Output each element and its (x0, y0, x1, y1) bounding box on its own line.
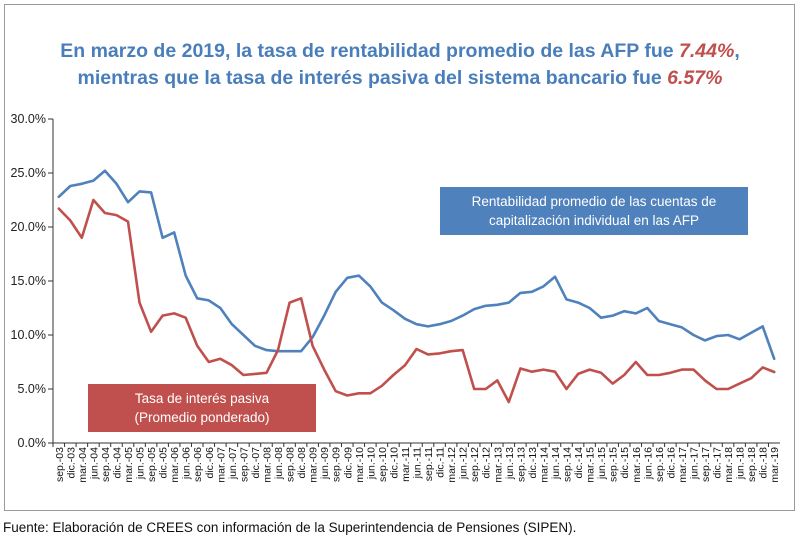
y-tick-label: 25.0% (11, 166, 46, 180)
x-tick-label: sep.-05 (146, 447, 158, 482)
x-tick-label: sep.-11 (423, 447, 435, 481)
x-tick-label: dic.-03 (65, 447, 77, 479)
x-tick-label: jun.-10 (365, 447, 377, 480)
x-tick-label: sep.-06 (192, 447, 204, 482)
x-tick-label: mar.-19 (769, 447, 781, 483)
x-tick-label: mar.-16 (631, 447, 643, 483)
x-tick-label: jun.-06 (181, 447, 193, 480)
x-tick-label: mar.-18 (723, 447, 735, 483)
x-tick-label: jun.-18 (735, 447, 747, 480)
x-tick-label: dic.-13 (527, 447, 539, 479)
title-line-1: En marzo de 2019, la tasa de rentabilida… (0, 38, 800, 65)
title-afp-value: 7.44% (679, 40, 735, 62)
x-tick-label: dic.-05 (158, 447, 170, 479)
title-tasa-value: 6.57% (667, 67, 723, 89)
y-tick-label: 20.0% (11, 220, 46, 234)
tasa-series-label: Tasa de interés pasiva (Promedio pondera… (88, 384, 316, 432)
x-tick-label: sep.-13 (515, 447, 527, 482)
x-tick-label: sep.-16 (654, 447, 666, 482)
tasa-label-line-1: Tasa de interés pasiva (134, 391, 270, 406)
x-tick-label: dic.-04 (111, 447, 123, 479)
x-tick-label: mar.-05 (123, 447, 135, 483)
afp-rentabilidad-line (57, 169, 776, 361)
x-tick-label: sep.-18 (746, 447, 758, 482)
x-tick-label: dic.-08 (296, 447, 308, 479)
x-tick-label: jun.-16 (642, 447, 654, 480)
x-tick-label: sep.-03 (54, 447, 66, 482)
x-tick-label: dic.-11 (435, 447, 447, 478)
x-tick-label: sep.-04 (100, 447, 112, 482)
title-line-2: mientras que la tasa de interés pasiva d… (0, 65, 800, 92)
x-tick-label: jun.-14 (550, 447, 562, 480)
x-tick-label: mar.-08 (261, 447, 273, 483)
x-tick-label: mar.-15 (585, 447, 597, 483)
x-tick-label: dic.-06 (204, 447, 216, 479)
x-tick-label: dic.-12 (481, 447, 493, 479)
x-tick-label: jun.-05 (135, 447, 147, 480)
title-line-1-text: En marzo de 2019, la tasa de rentabilida… (60, 40, 680, 62)
x-tick-label: mar.-07 (215, 447, 227, 483)
title-line-1-end: , (734, 40, 740, 62)
x-tick-label: dic.-16 (665, 447, 677, 479)
x-tick-label: sep.-17 (700, 447, 712, 482)
afp-label-line-1: Rentabilidad promedio de las cuentas de (471, 194, 717, 209)
tasa-label-line-2: (Promedio ponderado) (134, 410, 270, 425)
x-tick-label: jun.-15 (596, 447, 608, 480)
x-tick-label: dic.-18 (758, 447, 770, 479)
y-tick-label: 30.0% (11, 112, 46, 126)
x-tick-label: mar.-17 (677, 447, 689, 483)
x-tick-label: jun.-07 (227, 447, 239, 480)
x-tick-label: jun.-08 (273, 447, 285, 480)
x-tick-label: dic.-10 (388, 447, 400, 479)
x-tick-label: mar.-11 (400, 447, 412, 482)
x-tick-label: mar.-12 (446, 447, 458, 483)
y-tick-label: 10.0% (11, 328, 46, 342)
y-tick-label: 15.0% (11, 274, 46, 288)
source-note: Fuente: Elaboración de CREES con informa… (3, 520, 577, 535)
x-tick-label: mar.-14 (538, 447, 550, 483)
x-tick-label: sep.-15 (608, 447, 620, 482)
x-tick-label: jun.-09 (319, 447, 331, 480)
x-tick-label: dic.-07 (250, 447, 262, 479)
x-tick-label: jun.-12 (458, 447, 470, 480)
x-tick-label: dic.-15 (619, 447, 631, 479)
x-tick-label: sep.-09 (331, 447, 343, 482)
x-tick-label: mar.-10 (354, 447, 366, 483)
chart-title: En marzo de 2019, la tasa de rentabilida… (0, 38, 800, 92)
x-tick-label: mar.-09 (308, 447, 320, 483)
tasa-pasiva-line (57, 198, 776, 404)
afp-label-line-2: capitalización individual en las AFP (488, 213, 700, 228)
afp-series-label: Rentabilidad promedio de las cuentas de … (440, 187, 748, 235)
x-tick-label: jun.-17 (688, 447, 700, 480)
x-tick-label: dic.-09 (342, 447, 354, 479)
x-tick-label: sep.-10 (377, 447, 389, 482)
title-line-2-text: mientras que la tasa de interés pasiva d… (77, 67, 668, 89)
x-tick-label: jun.-11 (412, 447, 424, 479)
x-tick-label: jun.-04 (88, 447, 100, 480)
x-tick-label: sep.-12 (469, 447, 481, 482)
x-tick-label: sep.-08 (285, 447, 297, 482)
x-tick-label: jun.-13 (504, 447, 516, 480)
x-tick-label: dic.-14 (573, 447, 585, 479)
x-tick-label: mar.-06 (169, 447, 181, 483)
x-tick-label: sep.-07 (238, 447, 250, 482)
x-tick-label: sep.-14 (562, 447, 574, 482)
y-tick-label: 0.0% (18, 436, 47, 450)
x-tick-label: mar.-04 (77, 447, 89, 483)
x-tick-label: dic.-17 (712, 447, 724, 479)
y-tick-label: 5.0% (18, 382, 47, 396)
x-tick-label: mar.-13 (492, 447, 504, 483)
